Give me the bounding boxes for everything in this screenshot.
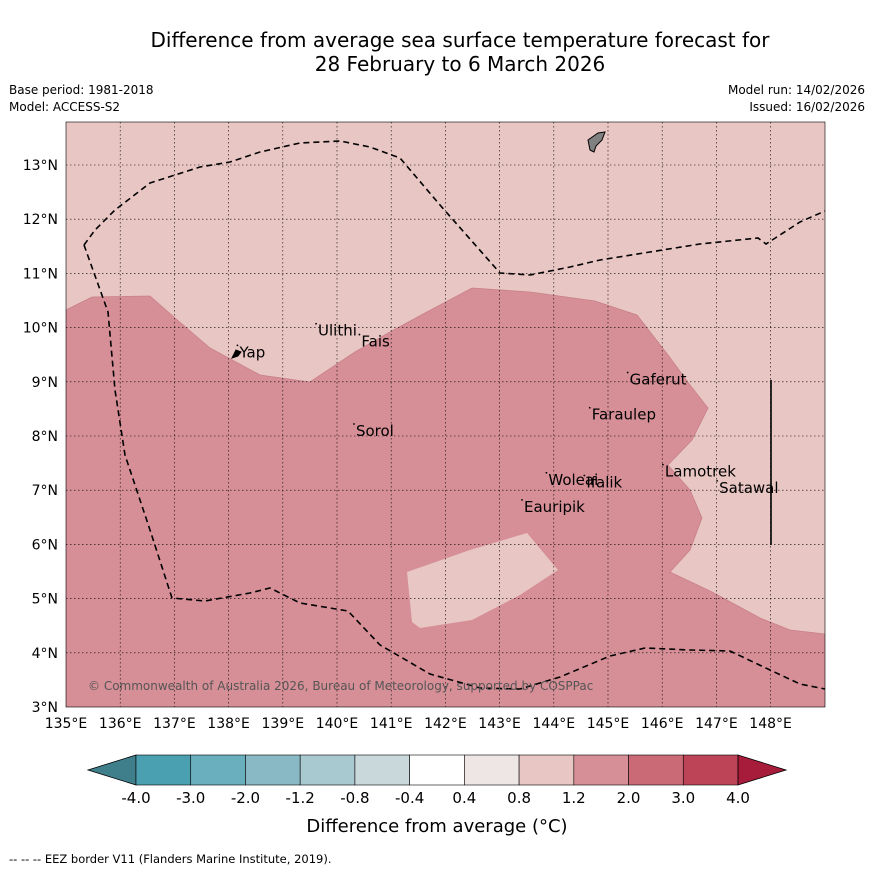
y-tick-label: 12°N [23,212,58,228]
atoll-marker [236,344,239,347]
x-tick-label: 140°E [316,716,359,732]
footer-note: -- -- -- EEZ border V11 (Flanders Marine… [9,852,332,866]
colorbar: -4.0 -3.0 -2.0 -1.2 -0.8 -0.4 0.4 0.8 1.2 2.0 3.0 4… [86,754,788,807]
place-label: Ulithi [318,322,357,340]
map-frame [65,121,826,708]
colorbar-tick-label: 2.0 [617,789,641,807]
colorbar-tick-label: 0.8 [507,789,531,807]
colorbar-tick-label: -0.8 [340,789,369,807]
colorbar-segment [628,754,684,786]
atoll-marker [315,322,317,325]
colorbar-segment [573,754,629,786]
x-tick-label: 144°E [533,716,576,732]
atoll-marker [358,333,361,336]
colorbar-extend-low [86,754,137,786]
colorbar-segment [518,754,575,786]
y-tick-label: 13°N [23,158,58,174]
place-label: Eauripik [524,498,585,516]
base-period: Base period: 1981-2018 [9,83,154,97]
atoll-marker [662,463,664,466]
issued-date: Issued: 16/02/2026 [749,100,865,114]
y-tick-label: 7°N [32,483,58,499]
x-tick-label: 135°E [45,716,88,732]
y-tick-label: 9°N [32,375,58,391]
colorbar-tick-label: -1.2 [286,789,315,807]
anomaly-region-light-pocket [407,533,558,628]
colorbar-tick-label: 1.2 [562,789,586,807]
x-tick-label: 138°E [207,716,250,732]
x-tick-label: 148°E [749,716,792,732]
place-label: Yap [238,343,265,361]
colorbar-segment [354,754,410,786]
atoll-marker [583,474,586,477]
meta-right: Model run: 14/02/2026 Issued: 16/02/2026 [728,82,865,116]
atoll-marker [545,471,548,474]
atoll-marker [626,371,629,374]
title-line-1: Difference from average sea surface temp… [150,28,770,52]
y-tick-label: 3°N [32,700,58,716]
place-label: Satawal [719,479,778,497]
x-tick-label: 146°E [641,716,684,732]
x-tick-label: 139°E [262,716,305,732]
colorbar-tick-label: -2.0 [231,789,260,807]
colorbar-extend-high [737,754,788,786]
x-tick-label: 137°E [153,716,196,732]
chart-title: Difference from average sea surface temp… [60,28,860,76]
place-label: Faraulep [592,406,656,424]
colorbar-tick-label: 3.0 [671,789,695,807]
colorbar-tick-label: 4.0 [726,789,750,807]
x-tick-label: 143°E [478,716,521,732]
colorbar-tick-label: -3.0 [176,789,205,807]
y-tick-label: 11°N [23,266,58,282]
y-tick-label: 4°N [32,646,58,662]
yap-island [231,349,242,359]
colorbar-tick-label: 0.4 [452,789,476,807]
y-tick-label: 8°N [32,429,58,445]
y-tick-label: 6°N [32,537,58,553]
colorbar-segment [682,754,739,786]
title-line-2: 28 February to 6 March 2026 [314,52,606,76]
meta-left: Base period: 1981-2018 Model: ACCESS-S2 [9,82,154,116]
atoll-marker [521,498,523,501]
place-label: Woleai [548,471,598,489]
anomaly-region-mid [66,287,825,707]
colorbar-segment [464,754,520,786]
y-tick-label: 10°N [23,321,58,337]
place-label: Sorol [356,422,394,440]
colorbar-segment [135,754,192,786]
model-run: Model run: 14/02/2026 [727,83,865,97]
place-label: Ifalik [586,473,622,491]
guam-island [587,131,606,153]
graticule [66,122,825,707]
colorbar-segment [245,754,301,786]
atoll-marker [716,480,719,482]
x-tick-label: 142°E [424,716,467,732]
colorbar-tick-label: -4.0 [121,789,150,807]
model-name: Model: ACCESS-S2 [9,100,121,114]
eez-border [83,140,826,276]
colorbar-segment [190,754,246,786]
x-tick-label: 141°E [370,716,413,732]
colorbar-tick-label: -0.4 [395,789,424,807]
eez-border [83,244,826,690]
atoll-marker [353,423,355,425]
copyright-text: © Commonwealth of Australia 2026, Bureau… [88,679,593,693]
place-label: Fais [361,333,390,351]
colorbar-segment [299,754,356,786]
x-tick-label: 145°E [587,716,630,732]
x-tick-label: 147°E [695,716,738,732]
y-axis-ticks: 3°N 4°N 5°N 6°N 7°N 8°N 9°N 10°N 11°N 12°N 13°N [23,158,58,716]
x-axis-ticks: 135°E 136°E 137°E 138°E 139°E 140°E 141°E 142°E… [45,716,792,732]
place-label: Lamotrek [665,463,736,481]
y-tick-label: 5°N [32,592,58,608]
colorbar-segment [409,754,465,786]
atoll-marker [588,406,591,409]
colorbar-title: Difference from average (°C) [306,816,567,837]
place-label: Gaferut [630,371,687,389]
x-tick-label: 136°E [99,716,142,732]
